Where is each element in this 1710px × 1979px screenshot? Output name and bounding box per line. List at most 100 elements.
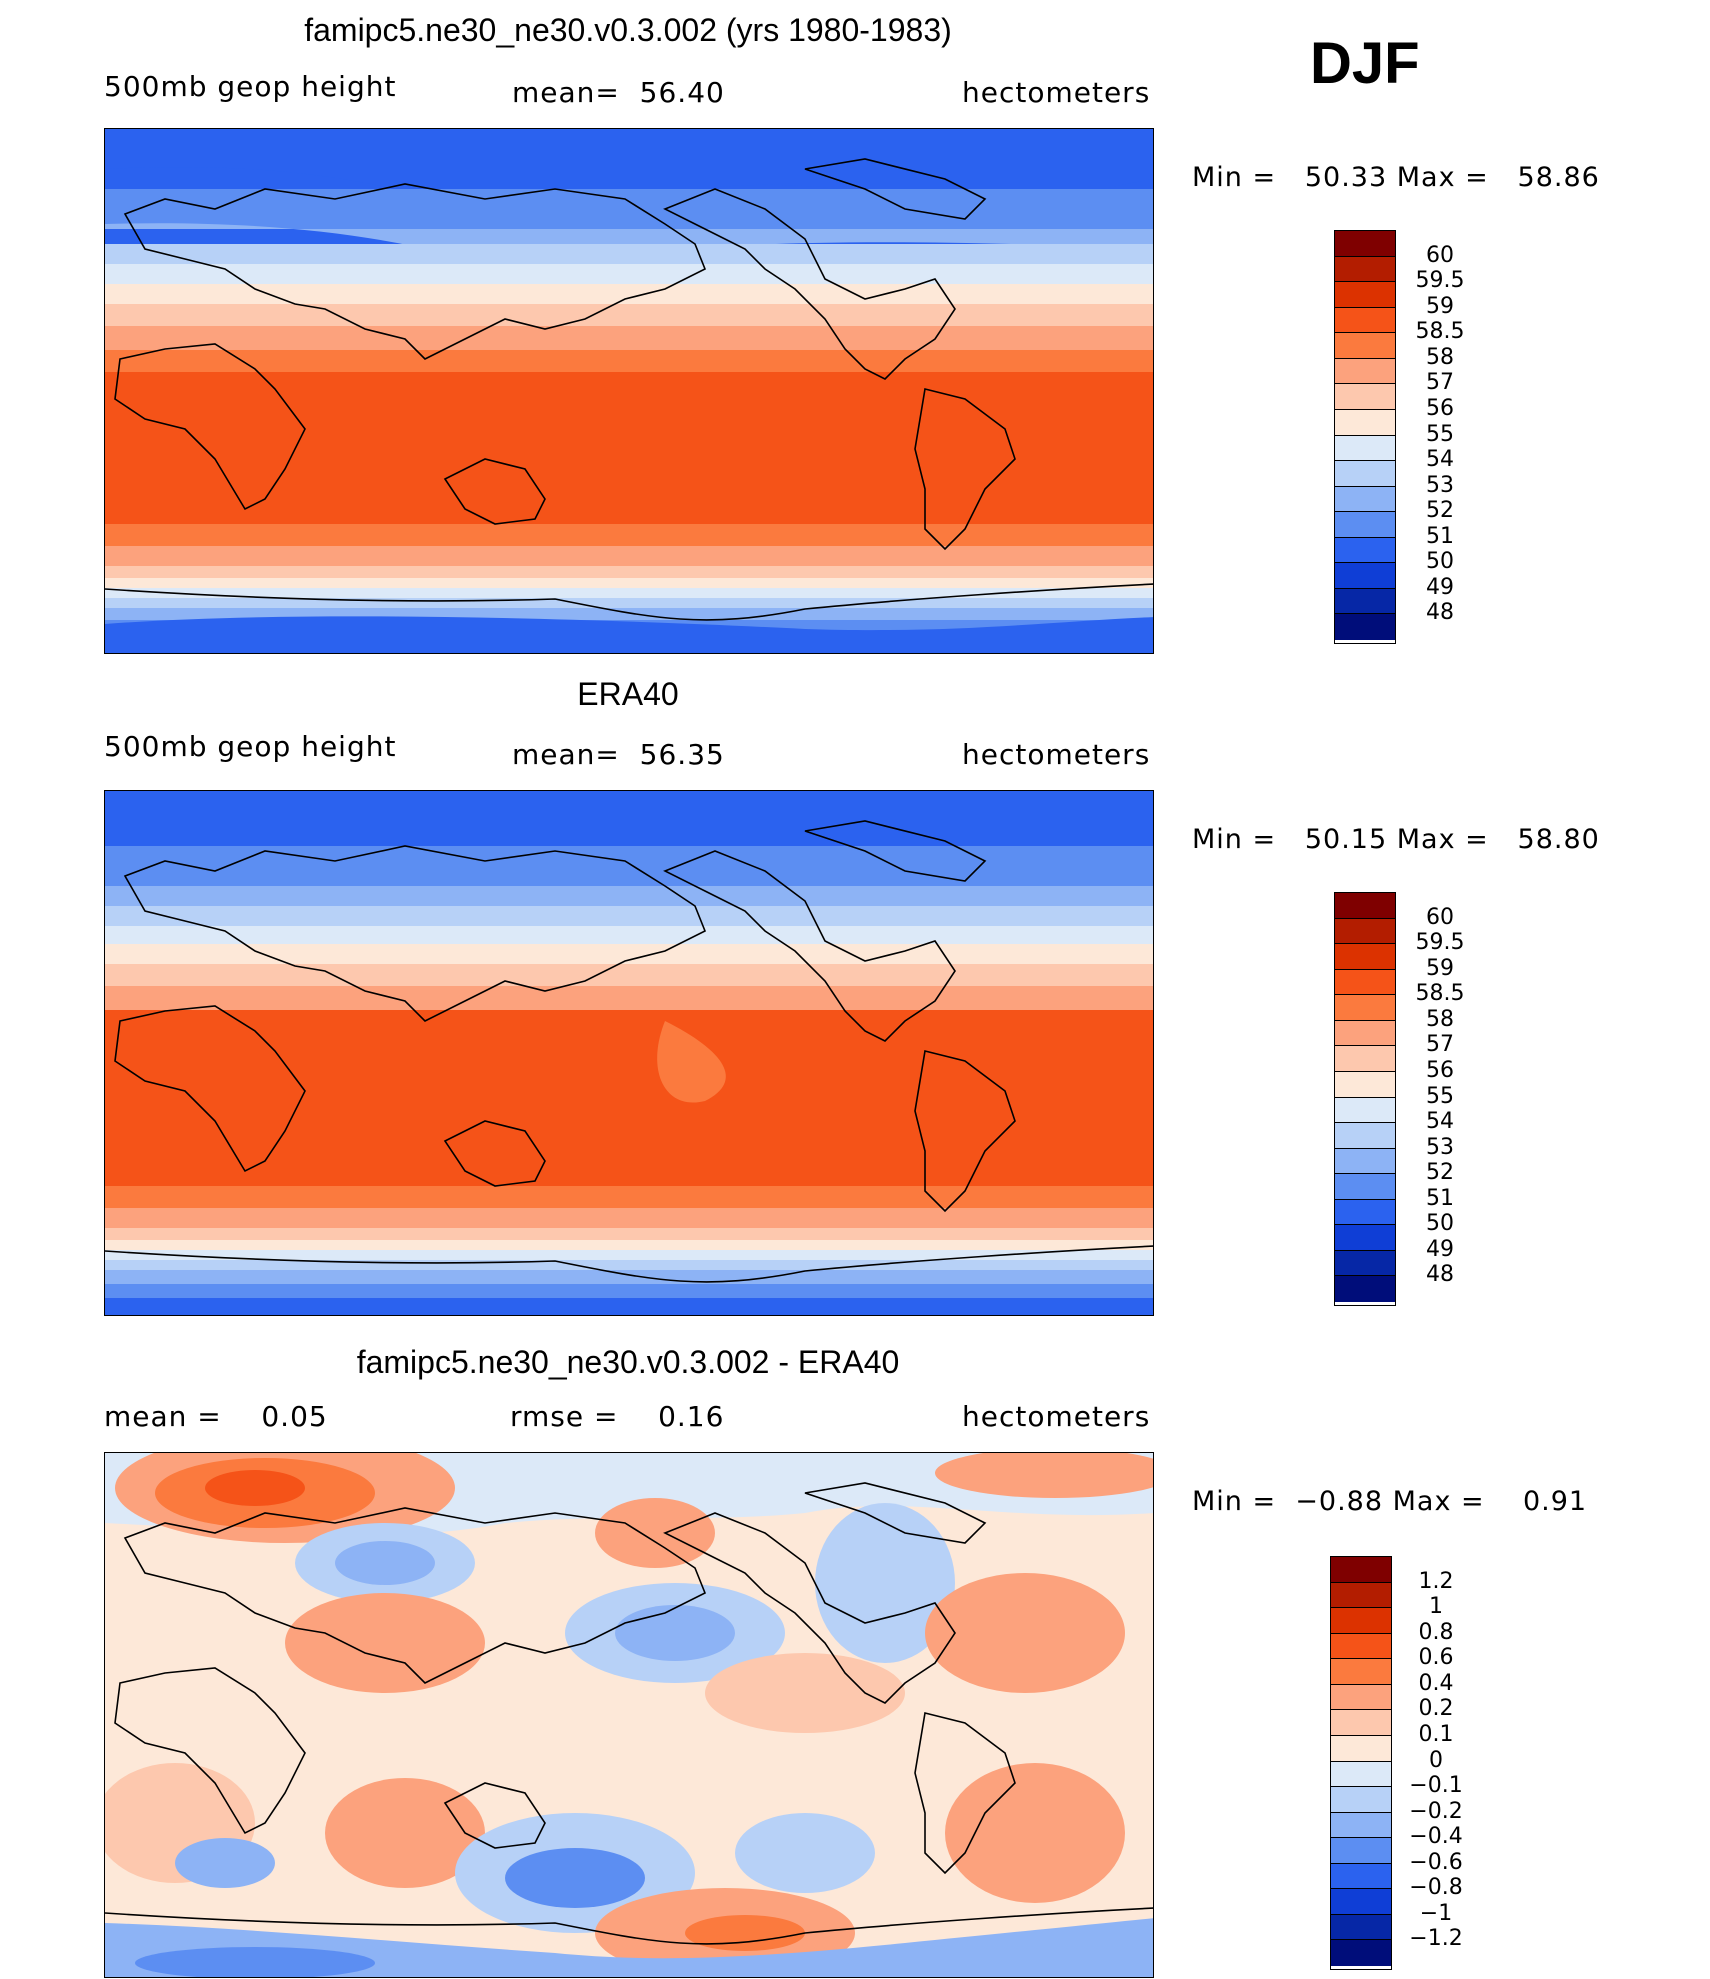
colorbar-tick-label: 58.5	[1415, 981, 1465, 1007]
colorbar-tick-label: −0.4	[1409, 1824, 1463, 1850]
panel-obs-map-svg	[105, 791, 1153, 1315]
panel-model-colorbar	[1334, 230, 1396, 644]
colorbar-tick-label: 55	[1426, 421, 1454, 447]
colorbar-tick-label: 59	[1426, 293, 1454, 319]
colorbar-swatch	[1335, 944, 1395, 970]
colorbar-swatch	[1335, 1097, 1395, 1124]
colorbar-tick-label: 58.5	[1415, 319, 1465, 345]
colorbar-tick-label: 50	[1426, 549, 1454, 575]
colorbar-swatch	[1335, 1020, 1395, 1047]
colorbar-tick-label: −0.6	[1409, 1849, 1463, 1875]
colorbar-tick-label: 49	[1426, 574, 1454, 600]
panel-diff-colorbar	[1330, 1556, 1392, 1970]
panel-diff-minmax: Min = −0.88 Max = 0.91	[1192, 1486, 1588, 1517]
colorbar-swatch	[1335, 995, 1395, 1021]
colorbar-swatch	[1331, 1940, 1391, 1966]
panel-model-map	[104, 128, 1154, 654]
colorbar-tick-label: 48	[1426, 600, 1454, 626]
panel-model-units: hectometers	[962, 76, 1151, 109]
colorbar-tick-label: 56	[1426, 395, 1454, 421]
panel-obs-map	[104, 790, 1154, 1316]
colorbar-tick-label: 49	[1426, 1236, 1454, 1262]
colorbar-tick-label: 0	[1429, 1747, 1443, 1773]
colorbar-swatch	[1335, 1174, 1395, 1200]
colorbar-swatch	[1331, 1838, 1391, 1864]
colorbar-tick-label: −1.2	[1409, 1926, 1463, 1952]
colorbar-tick-label: 48	[1426, 1262, 1454, 1288]
panel-diff-map	[104, 1452, 1154, 1978]
colorbar-swatch	[1335, 588, 1395, 615]
colorbar-tick-label: 60	[1426, 242, 1454, 268]
panel-model-minmax: Min = 50.33 Max = 58.86	[1192, 162, 1600, 193]
colorbar-tick-label: −0.8	[1409, 1875, 1463, 1901]
colorbar-swatch	[1335, 1276, 1395, 1302]
colorbar-swatch	[1335, 486, 1395, 513]
colorbar-tick-label: 59.5	[1415, 268, 1465, 294]
colorbar-swatch	[1335, 918, 1395, 945]
colorbar-tick-label: 60	[1426, 904, 1454, 930]
panel-obs-mean: mean= 56.35	[512, 738, 725, 771]
colorbar-swatch	[1335, 307, 1395, 334]
panel-diff-title: famipc5.ne30_ne30.v0.3.002 - ERA40	[356, 1344, 900, 1380]
colorbar-swatch	[1335, 384, 1395, 410]
colorbar-tick-label: 54	[1426, 1109, 1454, 1135]
panel-diff-mean: mean = 0.05	[104, 1400, 328, 1433]
colorbar-tick-label: 50	[1426, 1211, 1454, 1237]
colorbar-tick-label: 58	[1426, 344, 1454, 370]
colorbar-swatch	[1335, 1199, 1395, 1226]
panel-obs-minmax: Min = 50.15 Max = 58.80	[1192, 824, 1600, 855]
panel-obs-units: hectometers	[962, 738, 1151, 771]
colorbar-swatch	[1335, 537, 1395, 564]
colorbar-tick-label: 51	[1426, 523, 1454, 549]
colorbar-swatch	[1335, 1071, 1395, 1098]
colorbar-tick-label: 52	[1426, 498, 1454, 524]
colorbar-tick-label: 52	[1426, 1160, 1454, 1186]
colorbar-swatch	[1331, 1787, 1391, 1813]
panel-obs-colorbar	[1334, 892, 1396, 1306]
colorbar-swatch	[1335, 435, 1395, 462]
colorbar-tick-label: 55	[1426, 1083, 1454, 1109]
colorbar-tick-label: 54	[1426, 447, 1454, 473]
colorbar-swatch	[1335, 614, 1395, 640]
colorbar-swatch	[1331, 1863, 1391, 1890]
panel-model-mean: mean= 56.40	[512, 76, 725, 109]
colorbar-tick-label: 51	[1426, 1185, 1454, 1211]
panel-diff-units: hectometers	[962, 1400, 1151, 1433]
colorbar-swatch	[1331, 1812, 1391, 1839]
colorbar-tick-label: 1.2	[1418, 1568, 1454, 1594]
colorbar-tick-label: 0.1	[1418, 1721, 1454, 1747]
colorbar-swatch	[1335, 256, 1395, 283]
colorbar-swatch	[1331, 1710, 1391, 1736]
panel-diff-rmse: rmse = 0.16	[510, 1400, 725, 1433]
season-label: DJF	[1310, 31, 1420, 96]
colorbar-swatch	[1335, 409, 1395, 436]
panel-model-map-svg	[105, 129, 1153, 653]
colorbar-swatch	[1335, 358, 1395, 385]
colorbar-swatch	[1331, 1582, 1391, 1609]
colorbar-swatch	[1335, 1148, 1395, 1175]
panel-model-variable: 500mb geop height	[104, 70, 397, 103]
panel-model-title: famipc5.ne30_ne30.v0.3.002 (yrs 1980-198…	[304, 12, 952, 48]
colorbar-tick-label: 58	[1426, 1006, 1454, 1032]
colorbar-swatch	[1335, 512, 1395, 538]
colorbar-swatch	[1331, 1735, 1391, 1762]
colorbar-swatch	[1331, 1914, 1391, 1941]
colorbar-swatch	[1335, 893, 1395, 919]
colorbar-swatch	[1335, 1250, 1395, 1277]
colorbar-tick-label: 0.2	[1418, 1696, 1454, 1722]
colorbar-swatch	[1331, 1889, 1391, 1915]
colorbar-swatch	[1335, 333, 1395, 359]
colorbar-tick-label: 59	[1426, 955, 1454, 981]
panel-obs-variable: 500mb geop height	[104, 730, 397, 763]
colorbar-swatch	[1335, 563, 1395, 589]
panel-diff-map-svg	[105, 1453, 1153, 1977]
panel-obs-title: ERA40	[577, 676, 679, 712]
colorbar-swatch	[1335, 1225, 1395, 1251]
colorbar-tick-label: 57	[1426, 1032, 1454, 1058]
colorbar-tick-label: −0.2	[1409, 1798, 1463, 1824]
colorbar-tick-label: 1	[1429, 1594, 1443, 1620]
colorbar-swatch	[1331, 1761, 1391, 1788]
colorbar-swatch	[1331, 1557, 1391, 1583]
colorbar-tick-label: 53	[1426, 1134, 1454, 1160]
colorbar-swatch	[1331, 1684, 1391, 1711]
